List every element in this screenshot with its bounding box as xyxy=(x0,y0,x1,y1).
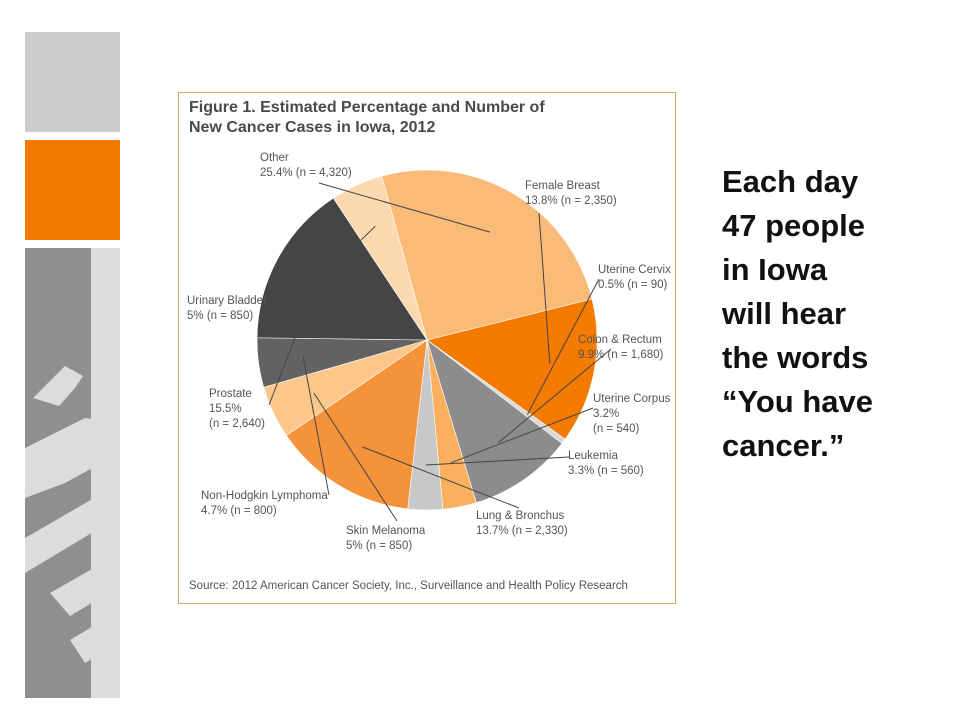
label-leukemia-name: Leukemia xyxy=(568,450,618,462)
labels: Female Breast 13.8% (n = 2,350) Uterine … xyxy=(187,152,671,552)
label-colon-rectum-name: Colon & Rectum xyxy=(578,334,662,346)
side-line-2: 47 people xyxy=(722,208,865,243)
label-prostate-name: Prostate xyxy=(209,388,252,400)
label-skin-melanoma-value: 5% (n = 850) xyxy=(346,540,412,552)
leader-line-other xyxy=(318,182,491,233)
decor-gray-block xyxy=(25,32,120,132)
side-line-4: will hear xyxy=(722,296,847,331)
label-female-breast-name: Female Breast xyxy=(525,180,601,192)
label-leukemia-value: 3.3% (n = 560) xyxy=(568,465,644,477)
chart-title-line-2: New Cancer Cases in Iowa, 2012 xyxy=(189,119,436,136)
label-other-name: Other xyxy=(260,152,289,164)
label-uterine-corpus-value: 3.2% xyxy=(593,408,619,420)
label-colon-rectum-value: 9.9% (n = 1,680) xyxy=(578,349,664,361)
leader-lines xyxy=(268,182,612,522)
leader-line-uterine-corpus xyxy=(450,407,594,464)
label-nhl-name: Non-Hodgkin Lymphoma xyxy=(201,490,328,502)
label-uterine-cervix-value: 0.5% (n = 90) xyxy=(598,279,668,291)
label-uterine-corpus-name: Uterine Corpus xyxy=(593,393,671,405)
label-female-breast-value: 13.8% (n = 2,350) xyxy=(525,195,617,207)
pie-slice-female-breast xyxy=(426,298,598,440)
pie-slice-other xyxy=(381,169,593,341)
label-prostate-count: (n = 2,640) xyxy=(209,418,265,430)
label-lung-bronchus-value: 13.7% (n = 2,330) xyxy=(476,525,568,537)
leader-line-urinary-bladder xyxy=(273,225,376,326)
chart-title-line-1: Figure 1. Estimated Percentage and Numbe… xyxy=(189,99,545,116)
leader-line-lung-bronchus xyxy=(362,446,520,509)
decor-orange-block xyxy=(25,140,120,240)
side-line-7: cancer.” xyxy=(722,428,845,463)
leader-line-leukemia xyxy=(425,456,570,466)
chart-source: Source: 2012 American Cancer Society, In… xyxy=(189,580,628,592)
side-line-3: in Iowa xyxy=(722,252,828,287)
label-lung-bronchus-name: Lung & Bronchus xyxy=(476,510,564,522)
label-uterine-cervix-name: Uterine Cervix xyxy=(598,264,671,276)
side-line-5: the words xyxy=(722,340,869,375)
label-urinary-bladder-value: 5% (n = 850) xyxy=(187,310,253,322)
leader-line-uterine-cervix xyxy=(526,278,600,415)
chart-title: Figure 1. Estimated Percentage and Numbe… xyxy=(189,98,659,138)
decor-pattern-graphic xyxy=(25,248,120,698)
leader-line-prostate xyxy=(268,279,318,406)
pie-slice-lung-bronchus xyxy=(285,339,428,510)
leader-line-non-hodgkin-lymphoma xyxy=(302,356,330,496)
leader-line-colon-rectum xyxy=(497,348,612,444)
side-line-6: “You have xyxy=(722,384,874,419)
pie-slice-colon-rectum xyxy=(426,339,563,504)
label-skin-melanoma-name: Skin Melanoma xyxy=(346,525,426,537)
leader-line-female-breast xyxy=(538,212,551,364)
side-message: Each day 47 people in Iowa will hear the… xyxy=(722,160,942,468)
pie-slice-prostate xyxy=(256,197,428,341)
label-nhl-value: 4.7% (n = 800) xyxy=(201,505,277,517)
label-prostate-value: 15.5% xyxy=(209,403,242,415)
figure-panel: Figure 1. Estimated Percentage and Numbe… xyxy=(178,92,676,604)
label-urinary-bladder-name: Urinary Bladder xyxy=(187,295,267,307)
label-other-value: 25.4% (n = 4,320) xyxy=(260,167,352,179)
pie-slices xyxy=(256,169,598,511)
side-line-1: Each day xyxy=(722,164,859,199)
decor-pattern-block xyxy=(25,248,120,698)
leader-line-skin-melanoma xyxy=(313,392,398,522)
label-uterine-corpus-count: (n = 540) xyxy=(593,423,640,435)
pie-chart: Female Breast 13.8% (n = 2,350) Uterine … xyxy=(187,152,671,552)
